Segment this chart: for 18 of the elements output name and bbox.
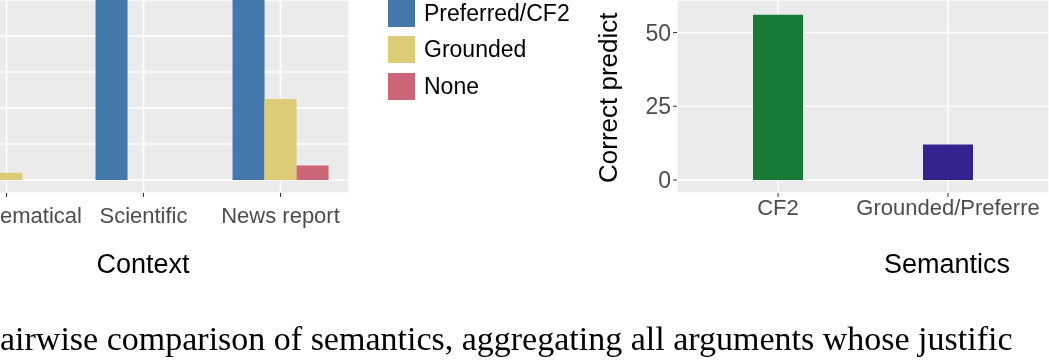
x-axis-title: Context (95, 249, 191, 280)
bar (296, 165, 329, 180)
legend-label: Preferred/CF2 (424, 0, 570, 27)
x-tick-label: ematical (0, 202, 82, 228)
x-axis-title: Semantics (882, 249, 1012, 280)
legend-label: None (424, 72, 479, 100)
bar (232, 0, 265, 180)
bar (95, 0, 128, 180)
text: airwise comparison of semantics, aggregating all arguments whose justific (0, 320, 1013, 358)
x-tick-label: Grounded/Preferre (856, 194, 1040, 220)
legend-label: Grounded (424, 36, 527, 64)
x-tick-label: News report (221, 202, 340, 228)
x-tick-label: CF2 (757, 194, 799, 220)
y-axis-title: Correct predict (593, 11, 623, 183)
y-tick-label: 25 (645, 93, 671, 120)
y-tick-label: 0 (658, 167, 671, 194)
y-tick-label: 50 (645, 19, 671, 46)
x-tick-label: Scientific (99, 202, 188, 228)
